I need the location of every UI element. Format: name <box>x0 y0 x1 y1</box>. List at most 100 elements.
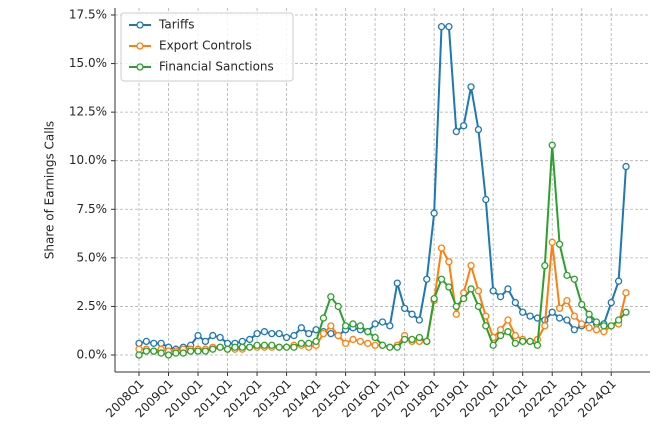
data-point <box>511 298 519 307</box>
data-point <box>216 343 224 351</box>
legend-marker <box>136 21 144 29</box>
y-axis-label: Share of Earnings Calls <box>43 121 57 259</box>
data-point <box>290 331 298 340</box>
data-point <box>607 298 615 307</box>
data-point <box>423 275 431 283</box>
data-point <box>541 261 549 270</box>
data-point <box>482 322 490 330</box>
data-point <box>622 289 630 297</box>
data-point <box>496 331 505 340</box>
data-point <box>467 83 475 91</box>
data-point <box>150 347 158 355</box>
data-point <box>570 312 578 320</box>
data-point <box>592 318 601 326</box>
data-point <box>327 322 335 330</box>
data-point <box>526 312 534 320</box>
data-point <box>474 287 483 295</box>
data-point <box>334 302 342 311</box>
data-point <box>622 308 630 316</box>
data-point <box>555 304 564 313</box>
data-point <box>585 316 593 324</box>
data-point <box>268 341 276 349</box>
data-point <box>415 316 424 324</box>
data-point <box>371 320 379 328</box>
data-point <box>607 322 615 330</box>
data-point <box>282 333 291 342</box>
data-point <box>563 296 571 305</box>
data-point <box>452 310 460 318</box>
data-point <box>519 337 527 346</box>
data-point <box>378 318 387 326</box>
data-point <box>238 337 246 346</box>
legend-label: Tariffs <box>158 18 194 32</box>
data-point <box>172 349 180 357</box>
data-point <box>415 333 424 342</box>
data-point <box>393 343 401 351</box>
data-point <box>555 240 564 248</box>
data-point <box>341 339 350 347</box>
data-point <box>578 320 586 328</box>
data-point <box>555 314 564 322</box>
data-point <box>231 343 239 351</box>
legend-label: Export Controls <box>159 39 252 53</box>
data-point <box>467 285 475 293</box>
data-point <box>563 271 571 279</box>
data-point <box>209 345 217 353</box>
data-point <box>437 275 446 283</box>
data-point <box>275 329 283 338</box>
data-point <box>437 23 446 31</box>
data-point <box>334 331 342 340</box>
data-point <box>364 328 372 336</box>
data-point <box>216 333 224 342</box>
y-tick-label: 10.0% <box>69 153 107 167</box>
data-point <box>460 295 468 303</box>
data-point <box>622 162 630 171</box>
data-point <box>445 258 453 266</box>
data-point <box>533 341 542 349</box>
data-point <box>504 285 512 293</box>
data-point <box>356 337 365 346</box>
data-point <box>430 295 438 303</box>
data-point <box>297 324 305 332</box>
data-point <box>371 341 379 349</box>
data-point <box>157 339 165 347</box>
data-point <box>614 277 623 285</box>
data-point <box>408 335 416 344</box>
data-point <box>238 343 246 351</box>
data-point <box>179 349 187 357</box>
data-point <box>511 339 519 347</box>
data-point <box>194 331 202 340</box>
data-point <box>489 287 497 295</box>
data-point <box>585 324 593 332</box>
data-point <box>563 316 571 324</box>
data-point <box>297 339 305 347</box>
data-point <box>504 316 512 324</box>
data-point <box>600 328 608 336</box>
data-point <box>194 347 202 355</box>
data-point <box>253 341 261 349</box>
data-point <box>253 329 261 338</box>
data-point <box>327 293 335 301</box>
data-point <box>364 339 372 347</box>
data-point <box>157 349 165 357</box>
data-point <box>541 322 549 330</box>
data-point <box>489 341 497 349</box>
data-point <box>268 329 276 338</box>
data-point <box>223 345 232 353</box>
data-point <box>452 127 460 136</box>
data-point <box>305 329 313 338</box>
data-point <box>223 339 232 347</box>
data-point <box>378 341 387 349</box>
data-point <box>482 195 490 204</box>
data-point <box>526 337 534 346</box>
data-point <box>570 275 578 283</box>
data-point <box>349 335 357 344</box>
legend-box <box>120 12 294 82</box>
data-point <box>423 337 431 346</box>
data-point <box>260 341 269 349</box>
data-point <box>548 141 556 149</box>
data-point <box>164 351 173 359</box>
data-point <box>341 322 350 330</box>
data-point <box>142 347 151 355</box>
